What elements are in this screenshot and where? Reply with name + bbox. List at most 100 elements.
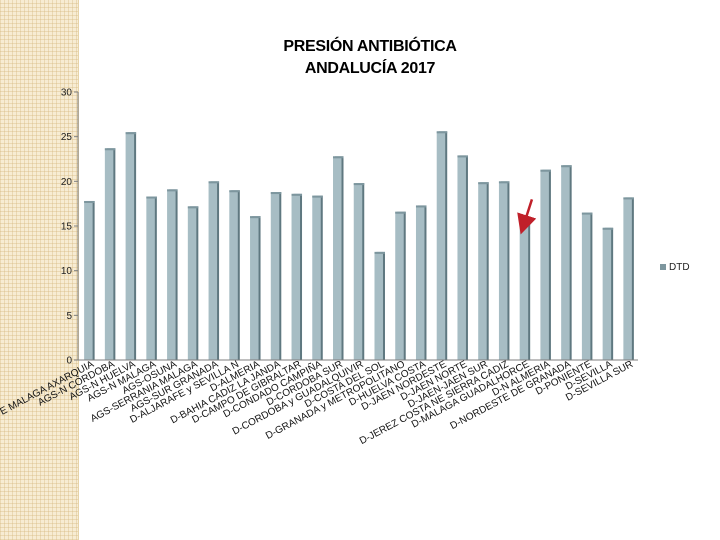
bar-top [602, 227, 614, 230]
bar-body [146, 196, 155, 360]
bar-top [478, 182, 489, 185]
bar-body [84, 200, 93, 360]
bar-body [333, 156, 342, 360]
bar-top [436, 131, 448, 134]
bar-top [187, 206, 199, 209]
bar [457, 155, 468, 360]
bar [561, 165, 572, 360]
y-tick-label: 25 [61, 132, 73, 143]
bar-body [415, 205, 425, 360]
chart-title: PRESIÓN ANTIBIÓTICA ANDALUCÍA 2017 [220, 36, 520, 80]
y-tick-label: 10 [61, 266, 73, 277]
bar-top [581, 212, 593, 215]
bar-body [208, 181, 218, 360]
bar [395, 211, 406, 360]
bar [291, 193, 303, 360]
legend-swatch [660, 264, 666, 270]
bar [581, 212, 593, 360]
axes [77, 92, 638, 361]
bar-top [457, 155, 468, 158]
bar-top [229, 190, 240, 193]
bar [623, 197, 634, 360]
bar [167, 189, 178, 360]
bar-body [167, 189, 176, 360]
y-tick-label: 20 [61, 177, 73, 188]
bar [208, 181, 220, 360]
bar-body [312, 195, 321, 360]
bar-body [581, 212, 591, 360]
bar-top [167, 189, 178, 192]
bar [104, 148, 116, 360]
y-tick-label: 0 [66, 356, 72, 367]
bar [229, 190, 240, 360]
bar-top [540, 169, 551, 172]
bar [374, 251, 385, 360]
bar-body [623, 197, 632, 360]
y-axis-ticks: 0 5 10 15 20 25 30 [61, 88, 78, 367]
bar [125, 132, 137, 360]
bar-body [561, 165, 570, 360]
bar [353, 183, 365, 360]
bar-top [84, 200, 95, 203]
bar [498, 181, 510, 360]
bar-top [270, 192, 282, 195]
annotation-arrow [517, 198, 537, 235]
bar [333, 156, 344, 360]
bar [540, 169, 551, 360]
bar [436, 131, 448, 360]
bar-body [457, 155, 466, 360]
bar-body [270, 192, 280, 360]
bar-top [125, 132, 137, 135]
legend-label: DTD [669, 262, 690, 273]
bar-top [291, 193, 303, 196]
bar-body [353, 183, 363, 360]
bar-body [291, 193, 301, 360]
bar-body [395, 211, 404, 360]
bar-top [415, 205, 427, 208]
legend: DTD [660, 262, 690, 273]
bar [84, 200, 95, 360]
bar [415, 205, 427, 360]
bar-top [250, 216, 261, 219]
bar [602, 227, 614, 360]
bar-body [519, 223, 529, 360]
bar-top [374, 251, 385, 254]
bar-body [250, 216, 259, 360]
bar-top [208, 181, 220, 184]
bar-body [229, 190, 238, 360]
bar-top [623, 197, 634, 200]
y-tick-label: 15 [61, 222, 73, 233]
bar-top [395, 211, 406, 214]
bar [146, 196, 157, 360]
bar-body [478, 182, 487, 360]
decorative-side-strip [0, 0, 79, 540]
bar-top [333, 156, 344, 159]
bar [312, 195, 323, 360]
bar-body [436, 131, 446, 360]
bar-top [104, 148, 116, 151]
bar-body [187, 206, 197, 360]
bar-top [498, 181, 510, 184]
bar-body [104, 148, 114, 360]
bar-body [498, 181, 508, 360]
bar [519, 223, 531, 360]
y-tick-label: 5 [66, 311, 72, 322]
bar-top [146, 196, 157, 199]
bar [270, 192, 282, 360]
bar [187, 206, 199, 360]
bar-body [540, 169, 549, 360]
annotation [517, 198, 537, 235]
bars [84, 131, 634, 360]
chart-title-line-2: ANDALUCÍA 2017 [304, 60, 436, 77]
bar-body [374, 251, 383, 360]
bar-body [602, 227, 612, 360]
bar-top [312, 195, 323, 198]
bar-top [353, 183, 365, 186]
y-tick-label: 30 [61, 88, 73, 99]
bar [250, 216, 261, 360]
bar-body [125, 132, 135, 360]
chart-title-line-1: PRESIÓN ANTIBIÓTICA [283, 38, 457, 55]
bar-top [561, 165, 572, 168]
